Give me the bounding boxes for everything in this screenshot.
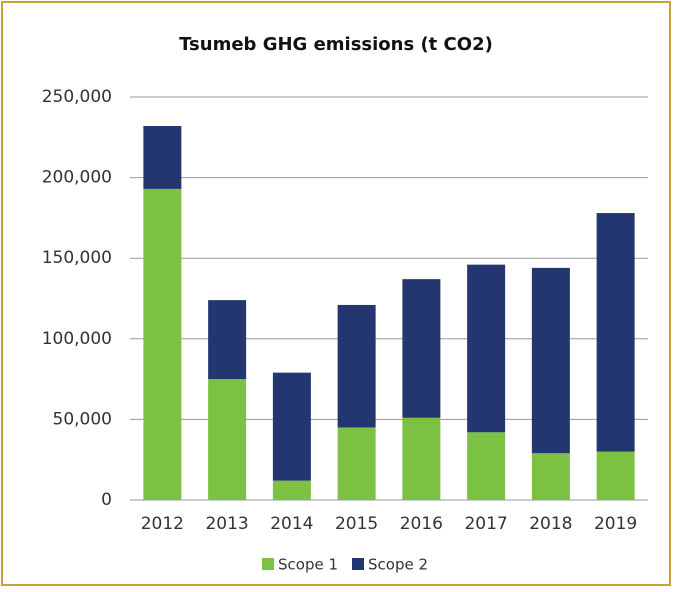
bar-segment xyxy=(467,432,506,500)
bar-segment xyxy=(143,126,182,189)
bar-segment xyxy=(402,279,441,418)
legend-label: Scope 1 xyxy=(278,556,338,574)
x-tick-label: 2019 xyxy=(594,514,637,534)
bar-segment xyxy=(337,427,376,500)
bar-segment xyxy=(531,453,570,500)
y-tick-label: 150,000 xyxy=(42,248,112,268)
x-tick-label: 2015 xyxy=(335,514,378,534)
y-tick-label: 50,000 xyxy=(53,409,112,429)
bar-segment xyxy=(596,213,635,452)
legend-swatch xyxy=(262,558,274,570)
x-tick-label: 2013 xyxy=(205,514,248,534)
x-tick-label: 2018 xyxy=(529,514,572,534)
legend-label: Scope 2 xyxy=(368,556,428,574)
x-tick-label: 2017 xyxy=(464,514,507,534)
bar-segment xyxy=(596,451,635,500)
y-tick-label: 200,000 xyxy=(42,168,112,188)
x-tick-label: 2012 xyxy=(141,514,184,534)
y-tick-label: 100,000 xyxy=(42,329,112,349)
bar-segment xyxy=(467,264,506,433)
y-tick-label: 250,000 xyxy=(42,87,112,107)
bar-segment xyxy=(337,304,376,428)
x-tick-label: 2014 xyxy=(270,514,313,534)
x-tick-label: 2016 xyxy=(400,514,443,534)
legend-swatch xyxy=(352,558,364,570)
chart-title: Tsumeb GHG emissions (t CO2) xyxy=(179,34,493,55)
bar-segment xyxy=(402,417,441,500)
bar-segment xyxy=(143,188,182,500)
bar-segment xyxy=(208,300,247,380)
bar-segment xyxy=(208,379,247,500)
bar-segment xyxy=(272,480,311,500)
y-tick-label: 0 xyxy=(101,490,112,510)
bar-segment xyxy=(531,267,570,454)
bar-segment xyxy=(272,372,311,481)
